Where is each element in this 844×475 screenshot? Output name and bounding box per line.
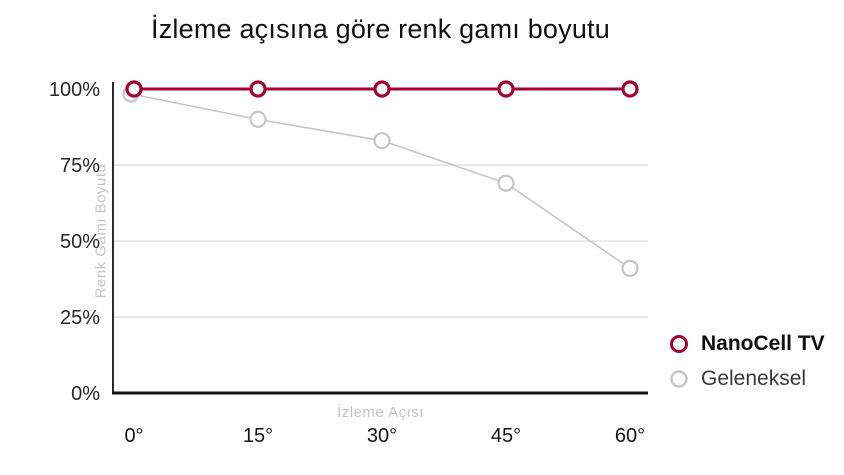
x-tick-label: 60°: [614, 425, 646, 447]
y-tick-label: 75%: [59, 155, 100, 177]
series-marker-nanocell-tv: [621, 80, 639, 98]
chart-title: İzleme açısına göre renk gamı boyutu: [151, 14, 610, 44]
legend-label-nanocell-tv: NanoCell TV: [701, 332, 825, 355]
series-marker-geleneksel: [621, 259, 639, 277]
nanocell-tv-legend-marker-icon: [670, 335, 688, 353]
x-tick-label: 0°: [124, 425, 144, 447]
series-marker-geleneksel: [373, 132, 391, 150]
series-marker-geleneksel: [249, 110, 267, 129]
x-axis-title: İzleme Açısı: [337, 404, 424, 421]
y-tick-label: 25%: [59, 307, 100, 329]
legend-item-geleneksel: Geleneksel: [668, 364, 825, 394]
series-marker-nanocell-tv: [125, 80, 143, 98]
y-tick-label: 50%: [59, 231, 100, 253]
x-tick-label: 45°: [490, 425, 522, 447]
series-marker-nanocell-tv: [249, 80, 267, 98]
series-marker-nanocell-tv: [373, 80, 391, 98]
x-tick-label: 30°: [366, 425, 398, 447]
y-tick-label: 0%: [71, 383, 100, 405]
geleneksel-legend-marker-icon: [670, 370, 688, 388]
series-marker-nanocell-tv: [497, 80, 515, 98]
legend-item-nanocell-tv: NanoCell TV: [668, 329, 825, 359]
series-line-geleneksel: [130, 93, 631, 270]
series-marker-geleneksel: [497, 174, 515, 192]
x-tick-label: 15°: [242, 425, 274, 447]
legend-label-geleneksel: Geleneksel: [701, 367, 807, 390]
y-tick-label: 100%: [48, 79, 100, 101]
legend: NanoCell TV Geleneksel: [668, 329, 825, 394]
